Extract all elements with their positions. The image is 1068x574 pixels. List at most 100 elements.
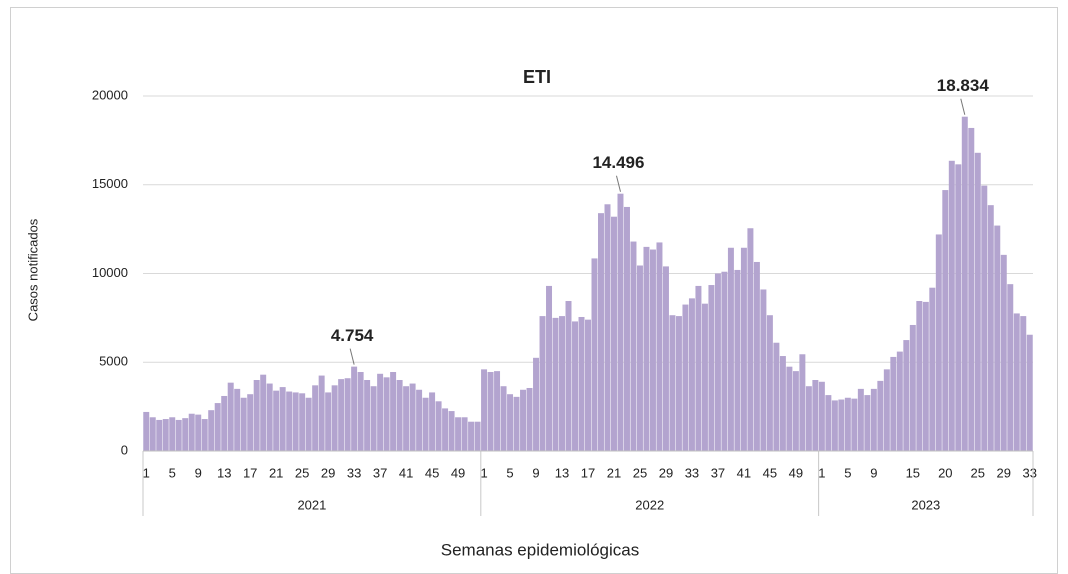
y-tick-label: 5000 [99,354,128,369]
bar [156,419,163,451]
x-tick-label: 5 [169,465,176,480]
bar [175,419,182,451]
bar [779,356,786,451]
leader-line [960,98,966,115]
chart-title: ETI [523,67,551,87]
bar [357,372,364,451]
bar [857,388,864,451]
bar [513,396,520,451]
x-tick-label: 21 [607,465,621,480]
bar [708,285,715,451]
bar [844,397,851,451]
x-tick-label: 37 [373,465,387,480]
bar [435,401,442,451]
bar [247,394,254,451]
bar [221,395,228,451]
bar [760,289,767,451]
bar [981,185,988,451]
bar [273,390,280,451]
bar [766,315,773,451]
bar [331,385,338,451]
bar [961,116,968,451]
bar [792,371,799,451]
y-tick-label: 20000 [92,87,128,102]
bar [526,387,533,451]
bar [994,225,1001,451]
bar [208,410,215,451]
bar [656,242,663,451]
bar [344,378,351,451]
bar [240,397,247,451]
bar [604,204,611,451]
bar [507,394,514,451]
x-tick-label: 5 [844,465,851,480]
bar [773,342,780,451]
bar [292,392,299,451]
bar [682,304,689,451]
bar [890,356,897,451]
bar [649,249,656,451]
bar [487,372,494,451]
x-tick-label: 13 [217,465,231,480]
x-tick-label: 9 [532,465,539,480]
bar [474,421,481,451]
bar [500,386,507,451]
bar [896,351,903,451]
bar [461,417,468,451]
x-tick-label: 25 [295,465,309,480]
data-label: 4.754 [331,326,374,345]
x-tick-label: 49 [451,465,465,480]
bar [721,271,728,451]
x-tick-label: 29 [997,465,1011,480]
bar [617,193,624,452]
x-tick-label: 25 [971,465,985,480]
bar [1020,316,1027,451]
bar [188,413,195,451]
bar [455,417,462,451]
bar [1013,313,1020,451]
bar [143,411,150,451]
bar [539,316,546,451]
x-tick-label: 33 [685,465,699,480]
x-tick-label: 37 [711,465,725,480]
bar [831,400,838,451]
leader-line [615,175,621,192]
bar [370,386,377,451]
bar [695,285,702,451]
bar [546,285,553,451]
group-label: 2021 [297,497,326,512]
bar [916,301,923,451]
bar [701,303,708,451]
bar [149,417,156,451]
bar [1007,284,1014,451]
bar [422,397,429,451]
bar [565,301,572,451]
bar [630,241,637,451]
bar [552,317,559,451]
bar [279,387,286,451]
bar [383,377,390,451]
y-axis-label: Casos notificados [25,218,40,321]
x-tick-label: 9 [870,465,877,480]
y-tick-label: 15000 [92,176,128,191]
bar [234,388,241,451]
chart-frame [10,7,1058,574]
bar [429,392,436,451]
x-axis-label: Semanas epidemiológicas [441,540,639,559]
bar [987,205,994,451]
bar [338,379,345,451]
bar [266,383,273,451]
x-tick-label: 13 [555,465,569,480]
bar [390,372,397,451]
bar [669,315,676,451]
x-tick-label: 29 [659,465,673,480]
bar [169,417,176,451]
bar [468,421,475,451]
bar [520,389,527,451]
y-tick-label: 10000 [92,265,128,280]
x-tick-label: 1 [818,465,825,480]
bar [838,399,845,451]
bar [870,388,877,451]
bar [533,357,540,451]
